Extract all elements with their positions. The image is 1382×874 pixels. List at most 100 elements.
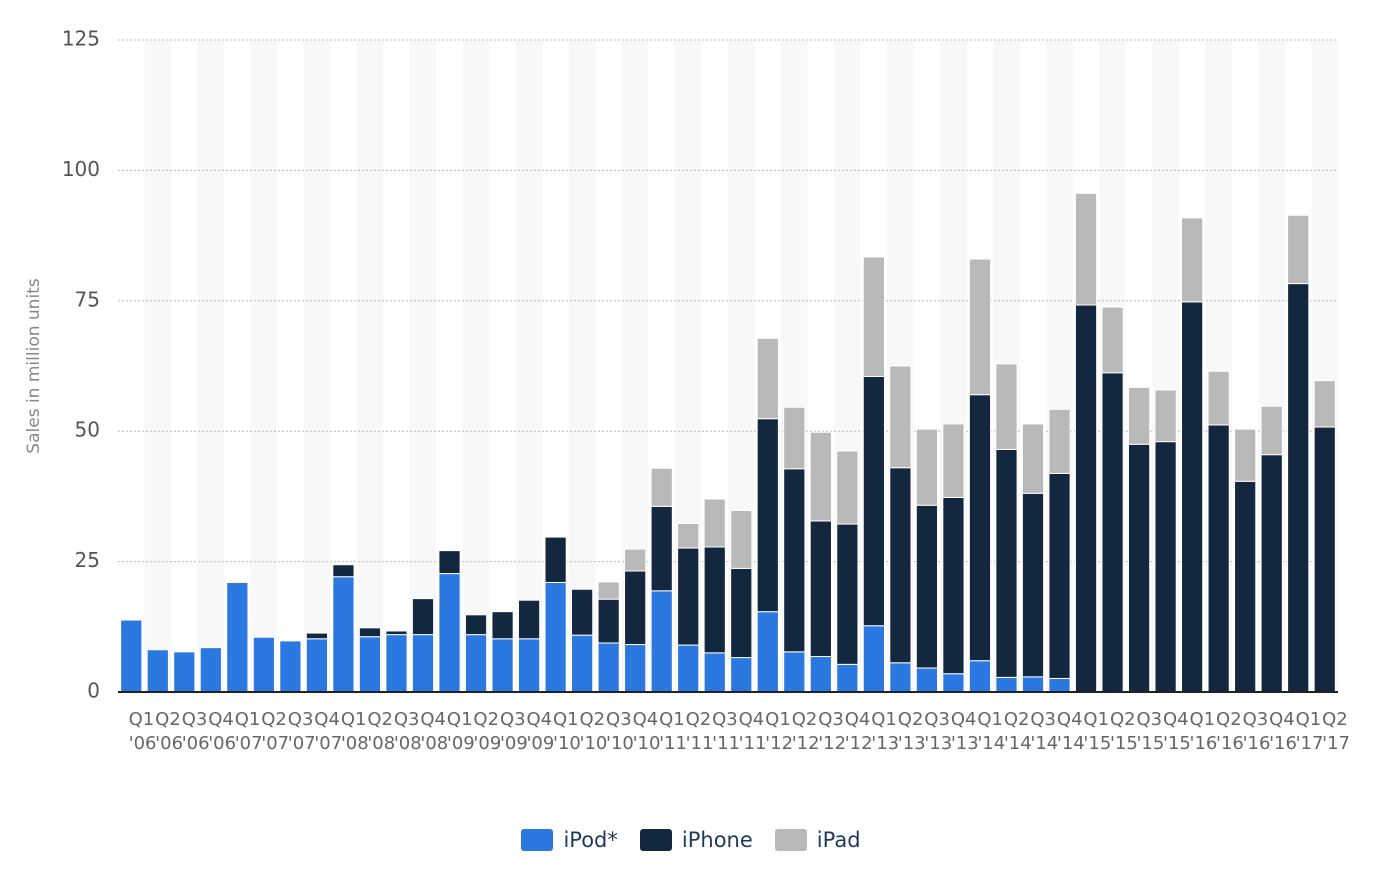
band-stripe (462, 40, 490, 692)
bar-segment (677, 547, 700, 646)
bar-segment (1021, 423, 1045, 494)
y-tick-label: 125 (62, 27, 100, 51)
bar-segment (836, 663, 859, 693)
bar-segment (624, 548, 647, 572)
bar-segment (1074, 192, 1098, 306)
x-tick-label: Q2 '17 (1322, 709, 1350, 754)
bar-segment (1127, 386, 1151, 445)
bar-segment (968, 660, 992, 693)
bar-segment (1048, 472, 1071, 679)
x-tick-label: Q3 '15 (1136, 709, 1165, 754)
x-tick-label: Q1 '10 (553, 709, 581, 754)
x-tick-label: Q2 '13 (897, 709, 926, 754)
bar-segment (385, 630, 408, 636)
x-tick-label: Q2 '12 (791, 709, 820, 754)
bar-segment (995, 448, 1018, 678)
x-tick-label: Q1 '12 (765, 709, 794, 754)
x-tick-label: Q2 '06 (155, 709, 184, 754)
bar-segment (1287, 214, 1310, 285)
x-tick-label: Q1 '08 (340, 709, 369, 754)
bar-segment (1048, 408, 1071, 474)
bar-segment (862, 375, 885, 627)
bar-segment (624, 570, 647, 646)
legend-item: iPad (774, 828, 861, 852)
legend-swatch (521, 829, 554, 851)
bar-segment (146, 649, 169, 693)
bar-segment (889, 467, 912, 664)
bar-segment (650, 590, 673, 693)
x-tick-label: Q3 '13 (924, 709, 953, 754)
bar-segment (809, 656, 832, 693)
bar-segment (305, 638, 329, 693)
bar-segment (491, 638, 514, 693)
bar-segment (836, 523, 859, 665)
bar-segment (517, 599, 541, 640)
y-tick-label: 25 (75, 548, 100, 572)
x-tick-label: Q4 '08 (420, 709, 449, 754)
x-tick-label: Q4 '12 (844, 709, 873, 754)
bar-segment (597, 581, 620, 600)
x-tick-label: Q4 '15 (1163, 709, 1191, 754)
bar-segment (756, 418, 779, 613)
bar-segment (1127, 443, 1151, 693)
legend-label: iPad (816, 828, 861, 852)
bar-segment (862, 625, 885, 693)
x-tick-label: Q1 '14 (977, 709, 1006, 754)
bar-segment (915, 504, 939, 669)
bar-segment (836, 450, 859, 525)
bar-segment (915, 667, 939, 693)
bar-segment (226, 581, 249, 693)
x-tick-label: Q3 '16 (1242, 709, 1271, 754)
x-tick-label: Q1 '09 (446, 709, 475, 754)
bar-segment (809, 431, 832, 522)
x-tick-label: Q4 '14 (1056, 709, 1085, 754)
bar-segment (783, 406, 806, 470)
x-tick-label: Q4 '06 (208, 709, 237, 754)
bar-segment (783, 468, 806, 653)
bar-segment (279, 640, 302, 693)
band-stripe (515, 40, 543, 692)
y-axis-title: Sales in million units (24, 278, 44, 454)
bar-segment (995, 676, 1018, 693)
bar-segment (1021, 676, 1045, 693)
bar-segment (411, 598, 435, 636)
bar-segment (332, 576, 355, 693)
x-tick-label: Q3 '10 (606, 709, 634, 754)
x-tick-label: Q4 '13 (950, 709, 979, 754)
bar-segment (1234, 428, 1257, 482)
bar-segment (968, 258, 992, 396)
bar-segment (968, 394, 992, 662)
bar-segment (544, 581, 567, 693)
bar-segment (995, 363, 1018, 450)
bar-segment (783, 651, 806, 693)
x-tick-label: Q3 '11 (712, 709, 740, 754)
x-tick-label: Q4 '16 (1269, 709, 1297, 754)
bar-segment (1287, 283, 1310, 693)
x-tick-label: Q2 '09 (473, 709, 502, 754)
legend-swatch (639, 829, 672, 851)
x-tick-label: Q1 '13 (871, 709, 900, 754)
bar-segment (199, 647, 222, 693)
bar-segment (730, 509, 753, 569)
x-tick-label: Q3 '07 (287, 709, 316, 754)
legend-item: iPhone (639, 828, 753, 852)
y-tick-label: 75 (75, 287, 100, 311)
x-tick-label: Q1 '06 (128, 709, 157, 754)
bar-segment (597, 642, 620, 693)
bar-segment (1313, 426, 1336, 693)
bar-segment (889, 365, 912, 469)
bar-segment (305, 632, 329, 640)
bar-segment (1260, 454, 1283, 693)
x-tick-label: Q2 '07 (261, 709, 290, 754)
bar-segment (889, 662, 912, 693)
bar-segment (358, 636, 382, 693)
bar-segment (650, 505, 673, 592)
y-tick-label: 0 (87, 679, 100, 703)
x-tick-label: Q1 '07 (234, 709, 263, 754)
legend-swatch (774, 829, 807, 851)
band-stripe (356, 40, 384, 692)
bar-segment (942, 496, 965, 675)
bar-segment (650, 467, 673, 507)
bar-segment (1260, 405, 1283, 456)
